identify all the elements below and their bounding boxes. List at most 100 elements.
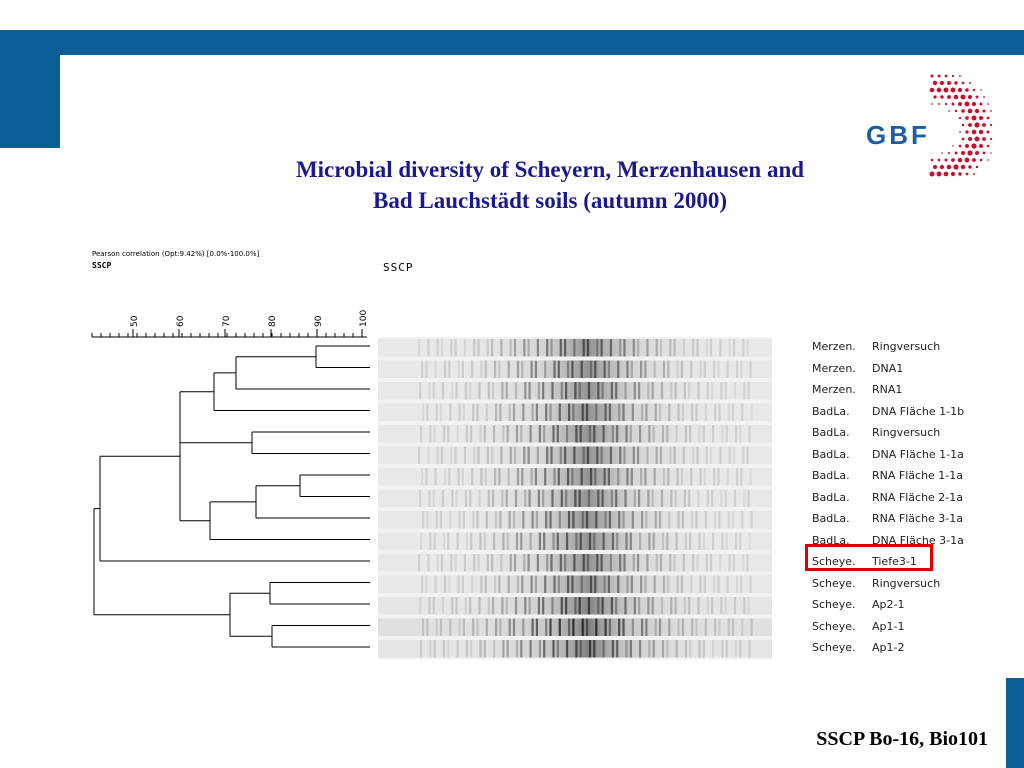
gel-band [473, 339, 476, 357]
gel-band [719, 446, 722, 464]
gel-band [611, 425, 614, 443]
scale-tick-label: 90 [314, 315, 324, 327]
gel-band [456, 640, 459, 658]
gel-band [697, 597, 700, 615]
gel-band [602, 532, 605, 550]
logo-dot [972, 88, 976, 92]
logo-dot-pattern [929, 74, 993, 177]
gel-band [734, 532, 738, 550]
gel-band [478, 597, 481, 615]
gel-band [454, 554, 457, 572]
gel-band [487, 597, 490, 615]
gel-band [568, 403, 571, 421]
gel-band [732, 446, 736, 464]
gel-band [534, 575, 537, 593]
gel-band [456, 532, 459, 550]
gel-band [557, 468, 560, 486]
gel-band [537, 489, 540, 507]
gel-band [654, 403, 657, 421]
gel-band [743, 597, 746, 615]
gel-band [648, 640, 651, 658]
gel-band [615, 489, 618, 507]
gel-band [631, 403, 634, 421]
gel-band [502, 532, 505, 550]
logo-dot [930, 158, 934, 162]
gel-band [746, 554, 749, 572]
logo-dot [937, 158, 941, 162]
gel-band [457, 575, 460, 593]
gel-band [630, 468, 633, 486]
gel-band [530, 575, 533, 593]
logo-dot [965, 144, 969, 148]
logo-text: GBF [866, 120, 930, 150]
gel-band [542, 382, 545, 400]
gel-band [551, 382, 554, 400]
gel-band [626, 360, 629, 378]
gel-band [550, 554, 553, 572]
gel-band [677, 511, 680, 529]
sample-site: Merzen. [812, 340, 856, 353]
gel-band [523, 554, 526, 572]
logo-dot [939, 80, 945, 86]
gel-band [574, 382, 577, 400]
logo-dot [967, 136, 973, 142]
gel-band [666, 425, 669, 443]
logo-dot [987, 103, 989, 105]
gel-band [419, 382, 422, 400]
gel-band [507, 575, 510, 593]
gel-band [705, 554, 708, 572]
gel-band [425, 575, 428, 593]
sample-label-row: BadLa. Ringversuch [812, 422, 940, 443]
gel-band [706, 597, 709, 615]
gel-band [749, 360, 752, 378]
gel-band [500, 446, 503, 464]
gel-band [556, 425, 559, 443]
gel-band [655, 446, 658, 464]
gel-band [559, 554, 562, 572]
gel-band [619, 339, 622, 357]
gel-band [529, 425, 532, 443]
gel-band [432, 489, 435, 507]
gel-band [450, 339, 453, 357]
gel-band [560, 489, 563, 507]
gel-band [710, 554, 713, 572]
gel-band [572, 618, 575, 636]
gel-band [692, 554, 695, 572]
gel-band [486, 554, 489, 572]
gel-band [458, 403, 461, 421]
gel-band [668, 511, 671, 529]
gel-band [740, 575, 743, 593]
gel-lane-shade [438, 640, 738, 658]
gel-band [574, 597, 577, 615]
gel-band [524, 489, 527, 507]
gel-band [508, 403, 511, 421]
gel-band [428, 382, 431, 400]
gel-band [558, 618, 561, 636]
gel-band [648, 425, 651, 443]
gel-band [688, 382, 691, 400]
sample-name: Ringversuch [872, 426, 941, 439]
logo-dot [975, 95, 979, 99]
gel-band [530, 468, 533, 486]
gel-band [647, 489, 650, 507]
gel-band [479, 532, 482, 550]
sample-label-row: BadLa. DNA Fläche 1-1a [812, 444, 964, 465]
gel-band [632, 339, 635, 357]
gel-band [714, 511, 717, 529]
gel-band [734, 425, 738, 443]
gel-band [524, 382, 527, 400]
gel-lane [378, 532, 772, 550]
gel-band [579, 425, 582, 443]
sscp-gel-image [378, 337, 772, 660]
gel-band [469, 382, 472, 400]
gel-band [585, 618, 589, 636]
gel-band [566, 640, 569, 658]
gel-band [458, 618, 461, 636]
gel-band [638, 382, 641, 400]
gel-band [524, 597, 527, 615]
gel-band [568, 618, 571, 636]
gel-band [724, 382, 727, 400]
gel-band [439, 618, 443, 636]
gel-band [703, 468, 706, 486]
gel-band [537, 382, 540, 400]
